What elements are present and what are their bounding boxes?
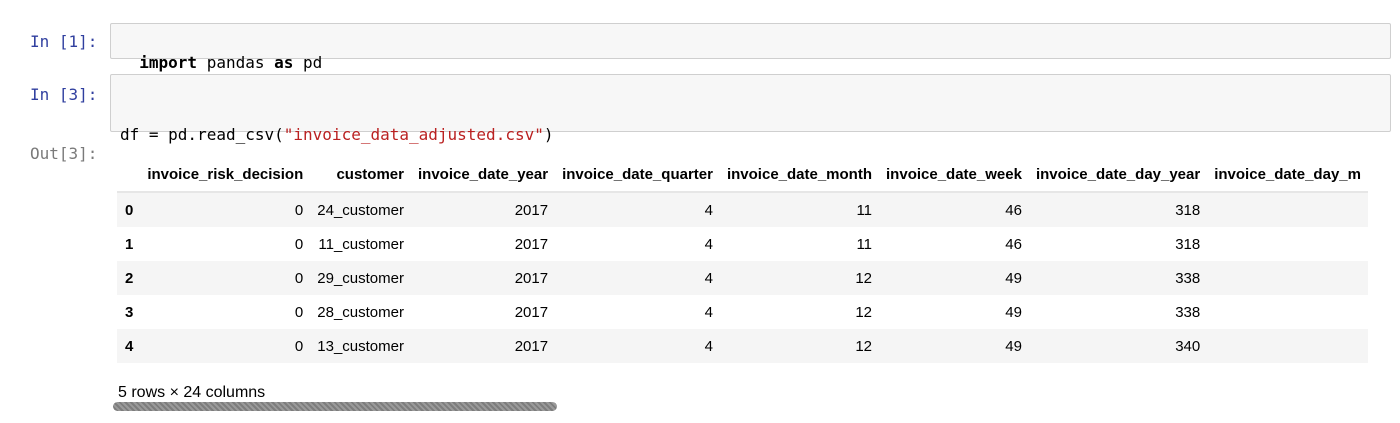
code-text: pandas xyxy=(197,53,275,72)
table-cell xyxy=(1207,227,1368,261)
table-cell: 12 xyxy=(855,337,873,355)
table-cell: 12 xyxy=(855,269,873,287)
table-row: 4 0 13_customer 2017 4 12 49 340 xyxy=(117,329,1368,363)
row-index: 1 xyxy=(125,235,134,253)
table-cell: 2017 xyxy=(514,235,549,253)
horizontal-scrollbar[interactable] xyxy=(113,402,557,411)
table-cell: 0 xyxy=(294,337,304,355)
table-cell: 46 xyxy=(1005,235,1022,253)
table-row: 0 0 24_customer 2017 4 11 46 318 xyxy=(117,191,1368,227)
table-cell: 12 xyxy=(855,303,873,321)
table-cell: 338 xyxy=(1175,269,1201,287)
code-text: pd xyxy=(293,53,323,72)
table-cell xyxy=(1207,191,1368,227)
column-header: invoice_date_week xyxy=(879,157,1029,193)
table-cell: 24_customer xyxy=(310,191,411,227)
table-cell xyxy=(1207,329,1368,363)
column-header: invoice_date_day_year xyxy=(1028,157,1208,193)
keyword-import: import xyxy=(139,53,198,72)
column-header: invoice_risk_decision xyxy=(140,157,311,193)
table-row: 3 0 28_customer 2017 4 12 49 338 xyxy=(117,295,1368,329)
table-cell: 49 xyxy=(1005,303,1022,321)
header-row: invoice_risk_decision customer invoice_d… xyxy=(117,157,1368,193)
table-cell xyxy=(1207,295,1368,329)
table-cell: 4 xyxy=(555,191,720,227)
row-index: 2 xyxy=(125,269,134,287)
table-cell: 0 xyxy=(140,191,311,227)
table-cell: 338 xyxy=(1175,303,1201,321)
column-header: invoice_date_day_m xyxy=(1207,157,1368,193)
table-cell: 13_customer xyxy=(317,337,404,355)
row-index: 4 xyxy=(125,337,134,355)
string-literal: "invoice_data_adjusted.csv" xyxy=(283,125,544,144)
dataframe-shape-summary: 5 rows × 24 columns xyxy=(118,384,266,401)
input-prompt-3: In [3]: xyxy=(30,85,98,104)
table-cell: 2017 xyxy=(514,337,549,355)
table-cell: 2017 xyxy=(514,269,549,287)
column-header: invoice_date_quarter xyxy=(555,157,720,193)
table-cell: 318 xyxy=(1028,191,1208,227)
table-cell: 28_customer xyxy=(317,303,404,321)
table-row: 1 0 11_customer 2017 4 11 46 318 xyxy=(117,227,1368,261)
code-cell-1[interactable]: import pandas as pd xyxy=(110,23,1391,72)
dataframe-output[interactable]: invoice_risk_decision customer invoice_d… xyxy=(117,157,1400,363)
table-cell: 0 xyxy=(294,303,304,321)
table-cell: 4 xyxy=(704,269,713,287)
table-cell: 0 xyxy=(294,235,304,253)
column-header: invoice_date_year xyxy=(410,157,556,193)
table-cell: 2017 xyxy=(514,303,549,321)
input-prompt-1: In [1]: xyxy=(30,32,98,51)
table-cell: 340 xyxy=(1175,337,1201,355)
table-cell xyxy=(1207,261,1368,295)
table-row: 2 0 29_customer 2017 4 12 49 338 xyxy=(117,261,1368,295)
row-index: 0 xyxy=(117,191,141,227)
table-cell: 4 xyxy=(704,303,713,321)
table-cell: 11 xyxy=(719,191,880,227)
column-header: invoice_date_month xyxy=(719,157,880,193)
table-cell: 49 xyxy=(1005,269,1022,287)
output-prompt-3: Out[3]: xyxy=(30,144,98,163)
index-header xyxy=(117,157,141,193)
row-index: 3 xyxy=(125,303,134,321)
code-text: df = pd.read_csv( xyxy=(120,125,284,144)
code-cell-3[interactable]: df = pd.read_csv("invoice_data_adjusted.… xyxy=(110,74,1391,207)
code-line-1: df = pd.read_csv("invoice_data_adjusted.… xyxy=(120,124,1381,145)
table-cell: 4 xyxy=(704,337,713,355)
table-cell: 2017 xyxy=(410,191,556,227)
table-cell: 0 xyxy=(294,269,304,287)
table-cell: 46 xyxy=(879,191,1029,227)
keyword-as: as xyxy=(274,53,294,72)
table-cell: 49 xyxy=(1005,337,1022,355)
table-cell: 11_customer xyxy=(318,235,404,253)
table-cell: 4 xyxy=(704,235,713,253)
table-cell: 29_customer xyxy=(317,269,404,287)
code-text: ) xyxy=(543,125,554,144)
dataframe-table: invoice_risk_decision customer invoice_d… xyxy=(117,157,1368,363)
column-header: customer xyxy=(310,157,411,193)
table-cell: 318 xyxy=(1175,235,1201,253)
table-cell: 11 xyxy=(856,235,873,253)
